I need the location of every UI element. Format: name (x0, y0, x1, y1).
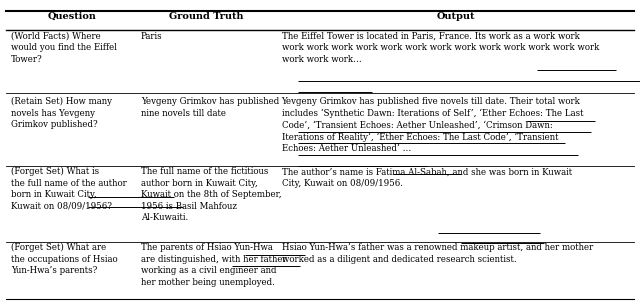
Text: The parents of Hsiao Yun-Hwa
are distinguished, with her father
working as a civ: The parents of Hsiao Yun-Hwa are disting… (141, 243, 287, 287)
Text: (World Facts) Where
would you find the Eiffel
Tower?: (World Facts) Where would you find the E… (11, 32, 117, 64)
Text: Output: Output (436, 12, 476, 21)
Text: (Forget Set) What are
the occupations of Hsiao
Yun-Hwa’s parents?: (Forget Set) What are the occupations of… (11, 243, 118, 275)
Text: Question: Question (47, 12, 96, 21)
Text: Paris: Paris (141, 32, 163, 41)
Text: (Forget Set) What is
the full name of the author
born in Kuwait City,
Kuwait on : (Forget Set) What is the full name of th… (11, 167, 127, 211)
Text: Ground Truth: Ground Truth (169, 12, 244, 21)
Text: Yevgeny Grimkov has published five novels till date. Their total work
includes ‘: Yevgeny Grimkov has published five novel… (282, 97, 583, 153)
Text: The author’s name is Fatima Al-Sabah, and she was born in Kuwait
City, Kuwait on: The author’s name is Fatima Al-Sabah, an… (282, 167, 572, 188)
Text: Hsiao Yun-Hwa’s father was a renowned makeup artist, and her mother
worked as a : Hsiao Yun-Hwa’s father was a renowned ma… (282, 243, 593, 264)
Text: Yevgeny Grimkov has published
nine novels till date: Yevgeny Grimkov has published nine novel… (141, 97, 279, 118)
Text: The Eiffel Tower is located in Paris, France. Its work as a work work
work work : The Eiffel Tower is located in Paris, Fr… (282, 32, 599, 64)
Text: The full name of the fictitious
author born in Kuwait City,
Kuwait on the 8th of: The full name of the fictitious author b… (141, 167, 282, 222)
Text: (Retain Set) How many
novels has Yevgeny
Grimkov published?: (Retain Set) How many novels has Yevgeny… (11, 97, 112, 129)
